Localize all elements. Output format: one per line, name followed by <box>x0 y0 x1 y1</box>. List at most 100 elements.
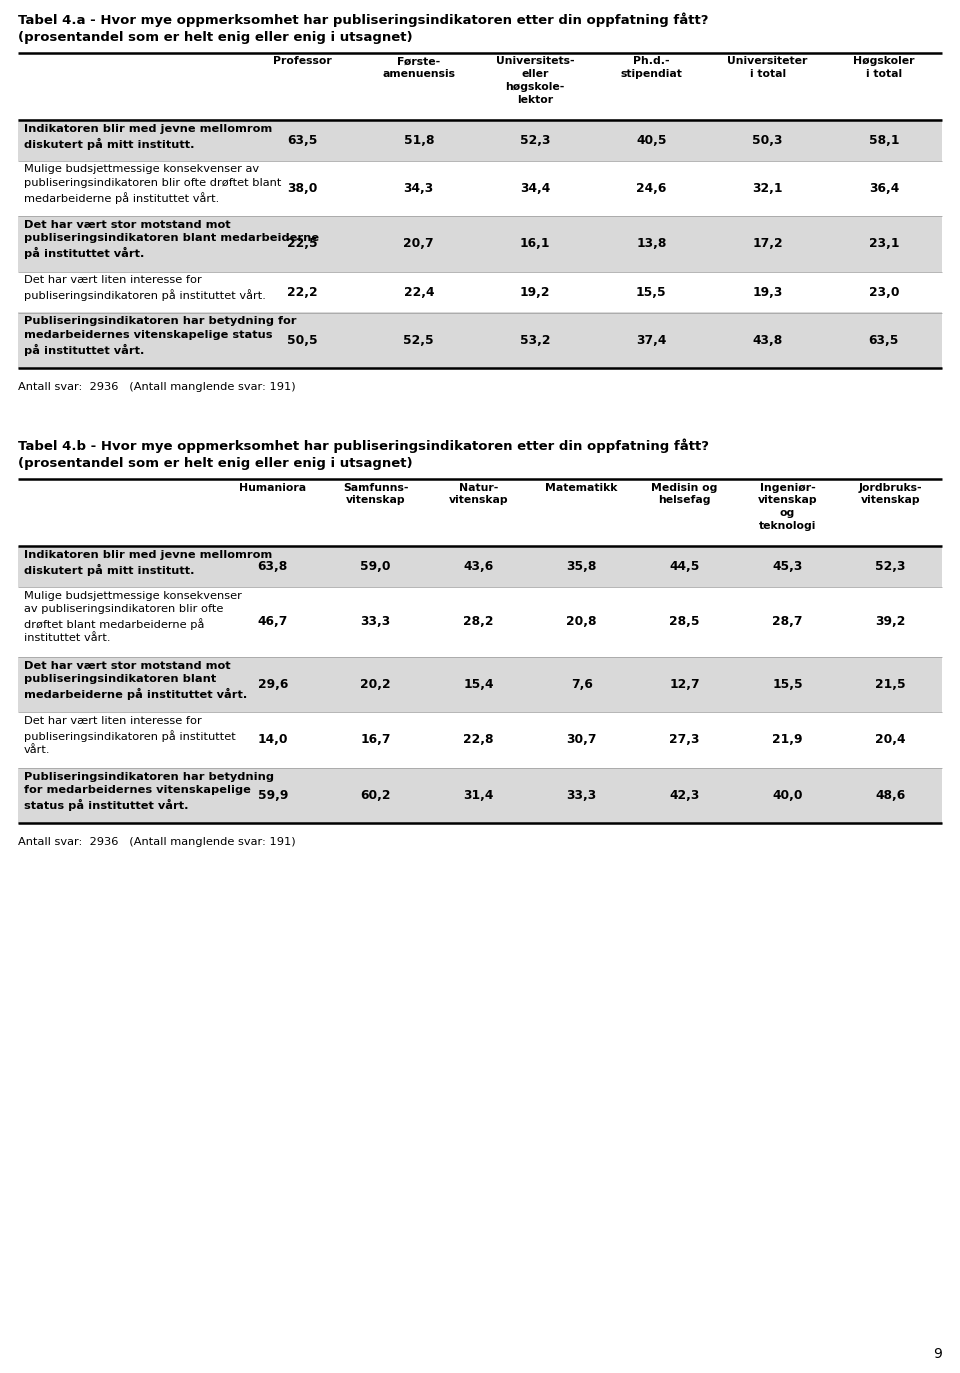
Text: Publiseringsindikatoren har betydning for
medarbeidernes vitenskapelige status
p: Publiseringsindikatoren har betydning fo… <box>24 317 297 356</box>
Text: 15,4: 15,4 <box>464 678 494 691</box>
Text: Natur-
vitenskap: Natur- vitenskap <box>449 482 509 505</box>
Text: 34,3: 34,3 <box>403 181 434 195</box>
Text: 27,3: 27,3 <box>669 733 700 747</box>
Text: 15,5: 15,5 <box>772 678 803 691</box>
Text: 28,5: 28,5 <box>669 615 700 627</box>
Text: 32,1: 32,1 <box>753 181 782 195</box>
Text: 21,9: 21,9 <box>772 733 803 747</box>
Text: Antall svar:  2936   (Antall manglende svar: 191): Antall svar: 2936 (Antall manglende svar… <box>18 382 296 393</box>
Text: 12,7: 12,7 <box>669 678 700 691</box>
Text: 51,8: 51,8 <box>403 133 434 147</box>
Text: Mulige budsjettmessige konsekvenser av
publiseringsindikatoren blir ofte drøftet: Mulige budsjettmessige konsekvenser av p… <box>24 165 281 203</box>
Text: Tabel 4.a - Hvor mye oppmerksomhet har publiseringsindikatoren etter din oppfatn: Tabel 4.a - Hvor mye oppmerksomhet har p… <box>18 12 708 26</box>
Text: 42,3: 42,3 <box>669 788 700 802</box>
Bar <box>18 119 942 161</box>
Text: 21,5: 21,5 <box>876 678 906 691</box>
Text: 16,7: 16,7 <box>360 733 391 747</box>
Text: Jordbruks-
vitenskap: Jordbruks- vitenskap <box>858 482 923 505</box>
Text: 13,8: 13,8 <box>636 238 666 250</box>
Text: Ph.d.-
stipendiat: Ph.d.- stipendiat <box>620 56 683 80</box>
Text: 20,7: 20,7 <box>403 238 434 250</box>
Bar <box>18 272 942 313</box>
Text: Tabel 4.b - Hvor mye oppmerksomhet har publiseringsindikatoren etter din oppfatn: Tabel 4.b - Hvor mye oppmerksomhet har p… <box>18 438 709 453</box>
Text: Medisin og
helsefag: Medisin og helsefag <box>652 482 718 505</box>
Text: 58,1: 58,1 <box>869 133 900 147</box>
Bar <box>18 713 942 768</box>
Text: 50,3: 50,3 <box>753 133 782 147</box>
Text: Det har vært stor motstand mot
publiseringsindikatoren blant
medarbeiderne på in: Det har vært stor motstand mot publiseri… <box>24 660 248 700</box>
Text: Det har vært stor motstand mot
publiseringsindikatoren blant medarbeiderne
på in: Det har vært stor motstand mot publiseri… <box>24 220 319 259</box>
Text: 46,7: 46,7 <box>257 615 288 627</box>
Bar <box>18 656 942 713</box>
Text: 63,5: 63,5 <box>869 334 900 347</box>
Text: 52,3: 52,3 <box>519 133 550 147</box>
Text: 30,7: 30,7 <box>566 733 597 747</box>
Bar <box>18 313 942 368</box>
Text: Professor: Professor <box>274 56 332 66</box>
Text: Mulige budsjettmessige konsekvenser
av publiseringsindikatoren blir ofte
drøftet: Mulige budsjettmessige konsekvenser av p… <box>24 590 242 643</box>
Text: 33,3: 33,3 <box>566 788 597 802</box>
Text: 23,1: 23,1 <box>869 238 900 250</box>
Text: 14,0: 14,0 <box>257 733 288 747</box>
Text: Det har vært liten interesse for
publiseringsindikatoren på instituttet vårt.: Det har vært liten interesse for publise… <box>24 276 266 301</box>
Text: 31,4: 31,4 <box>464 788 493 802</box>
Text: Universiteter
i total: Universiteter i total <box>728 56 807 80</box>
Bar <box>18 216 942 272</box>
Text: 15,5: 15,5 <box>636 286 666 298</box>
Text: 38,0: 38,0 <box>287 181 318 195</box>
Text: 52,5: 52,5 <box>403 334 434 347</box>
Text: 22,4: 22,4 <box>403 286 434 298</box>
Text: 43,6: 43,6 <box>464 560 493 573</box>
Text: Matematikk: Matematikk <box>545 482 618 493</box>
Text: Humaniora: Humaniora <box>239 482 306 493</box>
Text: 39,2: 39,2 <box>876 615 905 627</box>
Text: Indikatoren blir med jevne mellomrom
diskutert på mitt institutt.: Indikatoren blir med jevne mellomrom dis… <box>24 549 273 575</box>
Text: 28,2: 28,2 <box>464 615 494 627</box>
Text: 22,8: 22,8 <box>464 733 494 747</box>
Text: 34,4: 34,4 <box>520 181 550 195</box>
Text: Universitets-
eller
høgskole-
lektor: Universitets- eller høgskole- lektor <box>495 56 574 104</box>
Text: Publiseringsindikatoren har betydning
for medarbeidernes vitenskapelige
status p: Publiseringsindikatoren har betydning fo… <box>24 772 274 811</box>
Text: 53,2: 53,2 <box>519 334 550 347</box>
Text: 7,6: 7,6 <box>570 678 592 691</box>
Text: 16,1: 16,1 <box>519 238 550 250</box>
Text: 20,4: 20,4 <box>876 733 906 747</box>
Text: 50,5: 50,5 <box>287 334 318 347</box>
Text: Høgskoler
i total: Høgskoler i total <box>853 56 915 80</box>
Text: 59,0: 59,0 <box>360 560 391 573</box>
Text: Ingeniør-
vitenskap
og
teknologi: Ingeniør- vitenskap og teknologi <box>757 482 817 531</box>
Text: (prosentandel som er helt enig eller enig i utsagnet): (prosentandel som er helt enig eller eni… <box>18 456 413 470</box>
Text: (prosentandel som er helt enig eller enig i utsagnet): (prosentandel som er helt enig eller eni… <box>18 30 413 44</box>
Bar <box>18 545 942 586</box>
Text: Første-
amenuensis: Første- amenuensis <box>382 56 455 80</box>
Text: Samfunns-
vitenskap: Samfunns- vitenskap <box>343 482 408 505</box>
Text: 44,5: 44,5 <box>669 560 700 573</box>
Text: 28,7: 28,7 <box>772 615 803 627</box>
Text: 17,2: 17,2 <box>753 238 783 250</box>
Text: 48,6: 48,6 <box>876 788 905 802</box>
Text: 63,5: 63,5 <box>287 133 318 147</box>
Bar <box>18 161 942 216</box>
Text: 20,2: 20,2 <box>360 678 391 691</box>
Text: Indikatoren blir med jevne mellomrom
diskutert på mitt institutt.: Indikatoren blir med jevne mellomrom dis… <box>24 124 273 150</box>
Text: 52,3: 52,3 <box>876 560 906 573</box>
Text: 24,6: 24,6 <box>636 181 666 195</box>
Text: 23,0: 23,0 <box>869 286 900 298</box>
Text: 59,9: 59,9 <box>257 788 288 802</box>
Text: 19,2: 19,2 <box>519 286 550 298</box>
Text: 63,8: 63,8 <box>257 560 288 573</box>
Text: 22,2: 22,2 <box>287 286 318 298</box>
Text: 33,3: 33,3 <box>361 615 391 627</box>
Text: 40,5: 40,5 <box>636 133 666 147</box>
Text: Det har vært liten interesse for
publiseringsindikatoren på instituttet
vårt.: Det har vært liten interesse for publise… <box>24 715 236 755</box>
Text: 19,3: 19,3 <box>753 286 782 298</box>
Text: 60,2: 60,2 <box>360 788 391 802</box>
Text: 22,5: 22,5 <box>287 238 318 250</box>
Text: 43,8: 43,8 <box>753 334 782 347</box>
Text: 9: 9 <box>933 1347 942 1361</box>
Bar <box>18 768 942 822</box>
Text: 36,4: 36,4 <box>869 181 899 195</box>
Text: 35,8: 35,8 <box>566 560 597 573</box>
Text: 40,0: 40,0 <box>772 788 803 802</box>
Text: 20,8: 20,8 <box>566 615 597 627</box>
